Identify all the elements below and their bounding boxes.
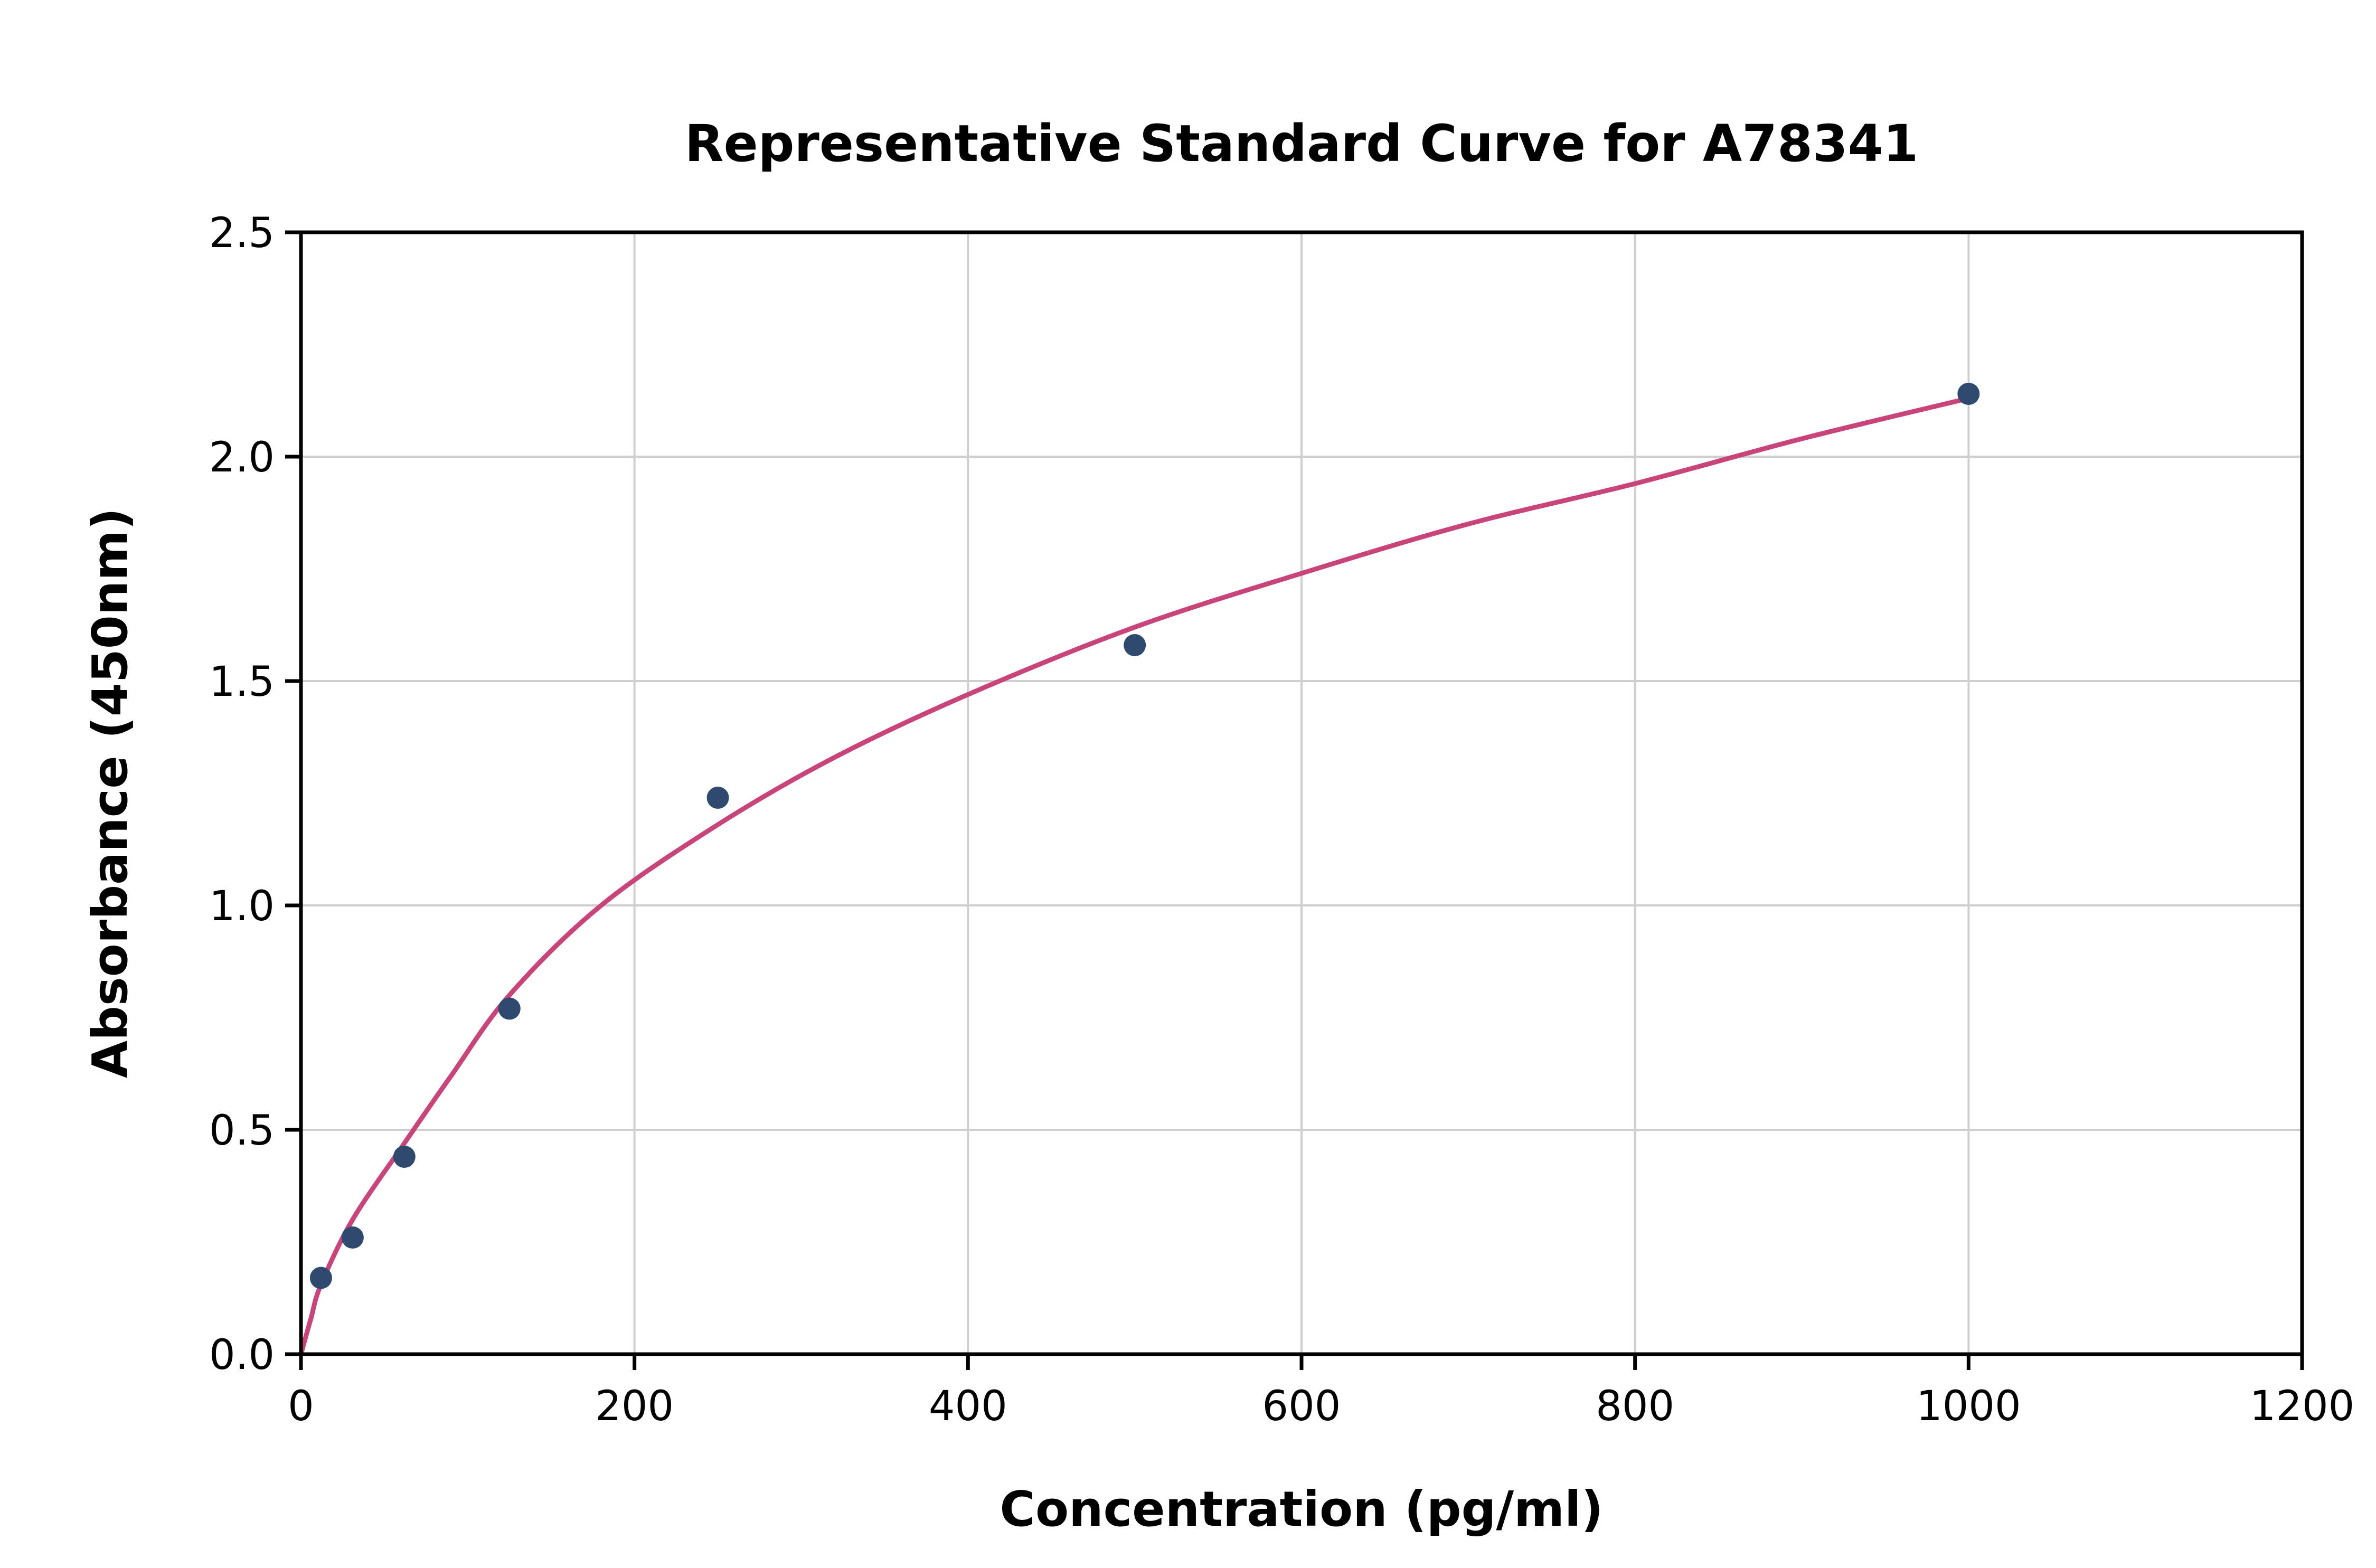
- data-point: [498, 997, 521, 1020]
- x-tick-label: 800: [1596, 1383, 1674, 1430]
- y-tick-label: 0.5: [209, 1107, 275, 1155]
- fit-curve: [298, 396, 1971, 1357]
- y-tick-label: 1.0: [209, 883, 275, 930]
- data-point: [393, 1146, 416, 1168]
- axis-ticks: 0 200 400 600 800 1000 1200 0.0 0.5 1.0 1.5 2.0 2.5: [209, 210, 2354, 1430]
- y-tick-label: 2.0: [209, 434, 275, 481]
- x-tick-label: 0: [288, 1383, 314, 1430]
- y-tick-label: 0.0: [209, 1331, 275, 1379]
- x-tick-label: 600: [1262, 1383, 1341, 1430]
- x-tick-label: 1200: [2250, 1383, 2355, 1430]
- y-tick-label: 1.5: [209, 658, 275, 706]
- data-point: [1957, 383, 1980, 405]
- data-point: [1124, 634, 1146, 656]
- chart-title: Representative Standard Curve for A78341: [685, 114, 1919, 173]
- y-axis-label: Absorbance (450nm): [82, 508, 138, 1078]
- data-point: [309, 1267, 332, 1289]
- data-points-layer: [309, 383, 1980, 1289]
- x-axis-label: Concentration (pg/ml): [1000, 1481, 1603, 1537]
- data-point: [341, 1226, 364, 1249]
- x-tick-label: 400: [929, 1383, 1007, 1430]
- fit-curve-layer: [298, 396, 1971, 1357]
- y-tick-label: 2.5: [209, 210, 275, 257]
- gridlines: [301, 232, 2302, 1354]
- x-tick-label: 1000: [1916, 1383, 2021, 1430]
- x-tick-label: 200: [595, 1383, 674, 1430]
- data-point: [706, 787, 729, 809]
